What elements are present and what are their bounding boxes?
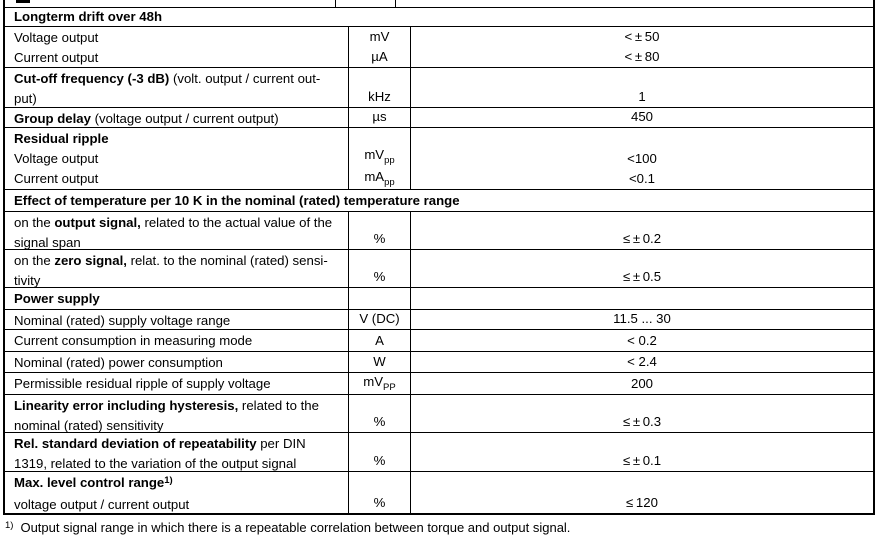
clipped-text-remnant (16, 0, 30, 3)
unit-cell: A (349, 330, 411, 351)
row-temp-effect-output-signal: on the output signal, related to the act… (5, 212, 873, 250)
param-cell: on the zero signal, relat. to the nomina… (5, 250, 349, 287)
value-cell: ≤ ± 0.3 (622, 414, 662, 429)
value-cell: < 0.2 (627, 333, 657, 348)
row-temp-effect-zero-signal: on the zero signal, relat. to the nomina… (5, 250, 873, 288)
param-cell: Nominal (rated) power consumption (5, 352, 349, 372)
clipped-value-cell (396, 0, 873, 7)
row-group-delay: Group delay (voltage output / current ou… (5, 108, 873, 128)
param-cell: Linearity error including hysteresis, re… (5, 395, 349, 432)
value-cell: ≤ 120 (626, 495, 658, 510)
param-cell: Nominal (rated) supply voltage range (5, 310, 349, 329)
param-cell: Current consumption in measuring mode (5, 330, 349, 351)
param-cell: on the output signal, related to the act… (5, 212, 349, 249)
param-cell: Cut-off frequency (-3 dB) (volt. output … (5, 68, 349, 107)
row-power-supply-header: Power supply (5, 288, 873, 310)
row-current-consumption: Current consumption in measuring mode A < … (5, 330, 873, 352)
row-supply-residual-ripple: Permissible residual ripple of supply vo… (5, 373, 873, 395)
unit-cell: kHz (349, 68, 411, 107)
value-cell: 450 (630, 109, 653, 124)
row-cutoff-frequency: Cut-off frequency (-3 dB) (volt. output … (5, 68, 873, 108)
row-max-level-control-range: Max. level control range1) voltage output… (5, 472, 873, 513)
value-cell: 11.5 ... 30 (613, 311, 671, 326)
spec-table: Longterm drift over 48h Voltage output Cur… (3, 0, 875, 515)
clipped-param-cell (5, 0, 336, 7)
unit-cell: % (349, 395, 411, 432)
footnote-marker: 1) (5, 519, 14, 531)
value-cell: < 2.4 (627, 354, 657, 369)
row-temperature-effect-header: Effect of temperature per 10 K in the no… (5, 190, 873, 212)
row-linearity-error: Linearity error including hysteresis, re… (5, 395, 873, 433)
param-cell: Permissible residual ripple of supply vo… (5, 373, 349, 394)
param-cell: Max. level control range1) voltage output… (5, 472, 349, 513)
param-cell: Power supply (5, 288, 349, 309)
row-longterm-drift-header: Longterm drift over 48h (5, 8, 873, 27)
unit-cell: µs (349, 108, 411, 127)
unit-cell: % (349, 212, 411, 249)
unit-cell: mV µA (349, 27, 411, 67)
value-cell (411, 288, 873, 309)
section-header-cell: Effect of temperature per 10 K in the no… (14, 192, 460, 208)
row-repeatability-deviation: Rel. standard deviation of repeatability… (5, 433, 873, 472)
value-cell: <100 <0.1 (627, 151, 657, 186)
value-cell: 200 (630, 376, 653, 391)
unit-cell: % (349, 472, 411, 513)
footnote: 1) Output signal range in which there is … (5, 518, 570, 540)
value-cell: ≤ ± 0.2 (622, 231, 662, 246)
param-cell: Voltage output Current output (5, 27, 349, 67)
param-cell: Rel. standard deviation of repeatability… (5, 433, 349, 471)
unit-cell: W (349, 352, 411, 372)
unit-cell: % (349, 250, 411, 287)
row-longterm-drift-values: Voltage output Current output mV µA < ± 50 < … (5, 27, 873, 68)
value-cell: 1 (638, 89, 646, 104)
unit-cell: % (349, 433, 411, 471)
row-clipped-partial-row (5, 0, 873, 8)
param-cell: Group delay (voltage output / current ou… (5, 108, 349, 127)
value-cell: < ± 50 < ± 80 (624, 29, 660, 64)
row-supply-voltage-range: Nominal (rated) supply voltage range V (D… (5, 310, 873, 330)
unit-cell: mVPP (349, 373, 411, 394)
unit-cell: V (DC) (349, 310, 411, 329)
value-cell: ≤ ± 0.5 (622, 269, 662, 284)
footnote-text: Output signal range in which there is a … (20, 520, 571, 535)
value-cell: ≤ ± 0.1 (622, 453, 662, 468)
row-residual-ripple: Residual ripple Voltage output Current out… (5, 128, 873, 190)
unit-cell: mVpp mApp (349, 128, 411, 189)
param-cell: Residual ripple Voltage output Current out… (5, 128, 349, 189)
row-power-consumption: Nominal (rated) power consumption W < 2.4 (5, 352, 873, 373)
section-header-cell: Longterm drift over 48h (14, 9, 163, 24)
unit-cell (349, 288, 411, 309)
clipped-unit-cell (336, 0, 396, 7)
